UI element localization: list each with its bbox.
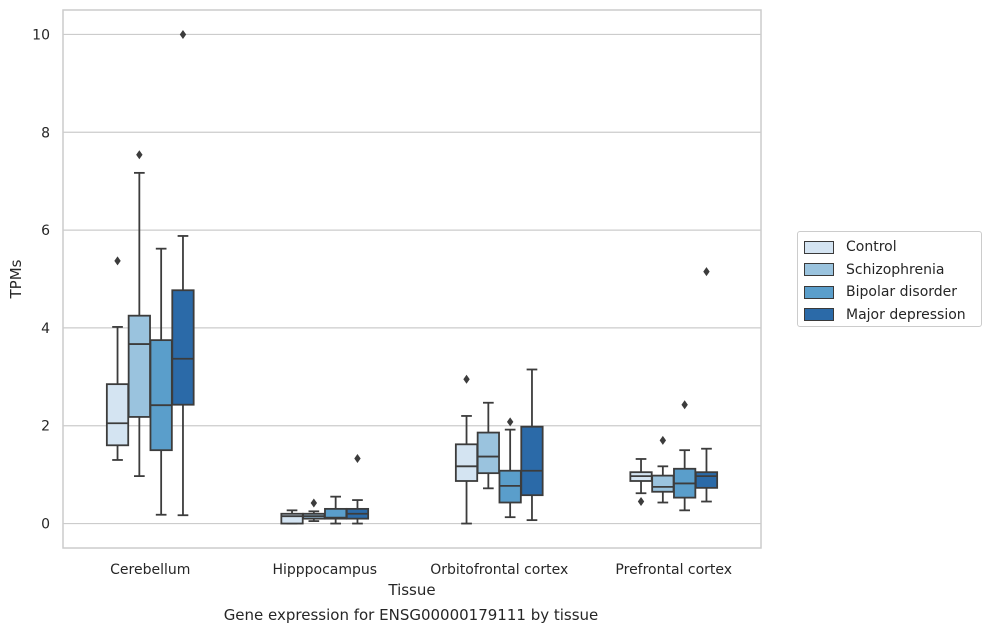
outlier-marker [310,498,318,508]
legend-label: Control [846,239,897,256]
legend-label: Bipolar disorder [846,284,958,301]
outlier-marker [463,374,470,384]
box-control [105,256,130,461]
legend: Control Schizophrenia Bipolar disorder Majo… [797,231,982,327]
outlier-marker [703,267,710,277]
box-iqr [651,474,675,493]
box-iqr [520,425,544,497]
outlier-marker [179,29,187,39]
y-tick-label: 6 [41,223,50,239]
box-iqr [694,471,719,489]
box-iqr [149,339,173,452]
box-bipolar-disorder [324,495,348,525]
y-tick-label: 2 [41,419,50,435]
outlier-marker [114,256,121,266]
legend-item: Major depression [804,304,981,327]
legend-item: Schizophrenia [804,259,981,282]
box-control [454,374,479,525]
legend-label: Major depression [846,306,966,323]
outlier-marker [354,453,361,463]
outlier-marker [506,417,514,427]
box-iqr [105,383,130,447]
box-groups [105,29,719,525]
box-iqr [476,431,500,475]
box-iqr [127,314,151,418]
y-axis-label: TPMs [7,259,25,299]
box-major-depression [345,453,370,525]
box-iqr [280,512,304,525]
box-major-depression [171,29,195,517]
legend-item: Bipolar disorder [804,281,981,304]
box-iqr [171,289,195,406]
x-tick-label: Hipppocampus [272,562,377,578]
box-control [629,458,653,507]
x-tick-label: Prefrontal cortex [615,562,732,578]
legend-swatch [804,240,834,254]
y-tick-label: 10 [32,27,50,43]
outlier-marker [637,497,645,507]
figure-caption: Gene expression for ENSG00000179111 by t… [223,606,599,624]
box-iqr [454,443,479,482]
box-major-depression [520,368,544,522]
outlier-marker [659,435,667,445]
legend-label: Schizophrenia [846,261,945,278]
box-schizophrenia [476,401,500,490]
x-tick-label: Cerebellum [110,562,190,578]
outlier-marker [681,400,688,410]
legend-item: Control [804,236,981,259]
legend-swatch [804,263,834,277]
y-tick-label: 8 [41,125,50,141]
box-major-depression [694,267,719,503]
legend-swatch [804,308,834,322]
x-axis-label: Tissue [387,581,435,599]
y-tick-labels: 0 2 4 6 8 10 [32,27,50,532]
x-tick-labels: Cerebellum Hipppocampus Orbitofrontal cort… [110,562,732,578]
plot-area-frame [62,9,762,549]
y-tick-label: 4 [41,321,50,337]
outlier-marker [136,150,143,160]
x-tick-label: Orbitofrontal cortex [430,562,568,578]
box-schizophrenia [651,435,675,504]
y-tick-label: 0 [41,517,50,533]
legend-swatch [804,285,834,299]
box-bipolar-disorder [149,247,173,516]
